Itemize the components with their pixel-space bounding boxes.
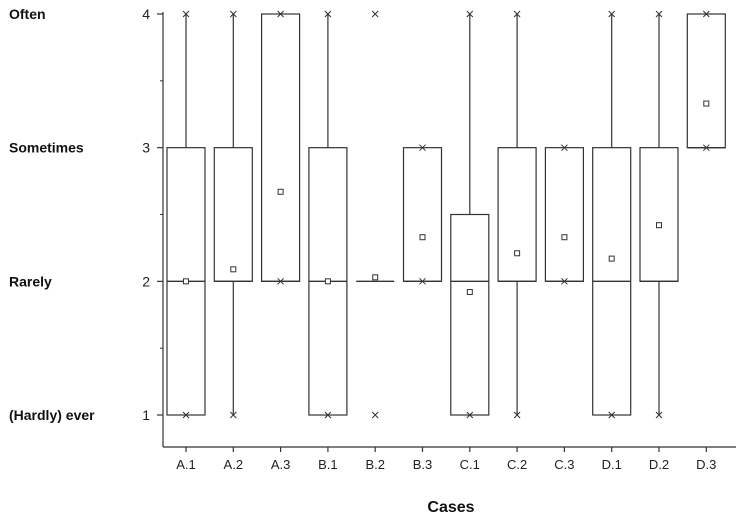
extreme-marker [371, 10, 379, 18]
extreme-marker [182, 10, 190, 18]
x-tick-label: B.1 [318, 457, 338, 472]
verbal-scale-label: Often [9, 6, 46, 22]
extreme-marker [229, 411, 237, 419]
verbal-scale-label: (Hardly) ever [9, 407, 95, 423]
mean-marker [608, 255, 615, 262]
x-tick-label: A.3 [271, 457, 291, 472]
box-D.3 [686, 10, 726, 152]
extreme-marker [513, 10, 521, 18]
extreme-marker [561, 277, 568, 285]
y-tick-label: 4 [142, 6, 150, 22]
verbal-scale-label: Rarely [9, 273, 52, 289]
iqr-box [639, 147, 679, 282]
x-tick-label: C.3 [554, 457, 574, 472]
y-tick-label: 2 [142, 273, 150, 289]
extreme-marker [702, 10, 710, 18]
box-D.1 [592, 10, 632, 419]
mean-marker [561, 234, 568, 241]
box-A.3 [261, 10, 301, 285]
boxes [166, 10, 726, 419]
iqr-box [497, 147, 537, 282]
extreme-marker [419, 277, 426, 285]
x-axis: A.1 A.2 A.3 B.1 B.2 B.3 C.1 C.2 C.3 D.1 D.2 D.3 [163, 446, 736, 472]
verbal-labels: Often Sometimes Rarely (Hardly) ever [9, 6, 95, 423]
extreme-marker [608, 411, 616, 419]
x-tick-label: C.2 [507, 457, 527, 472]
box-C.1 [450, 10, 490, 419]
box-C.2 [497, 10, 537, 419]
x-tick-label: D.1 [602, 457, 622, 472]
extreme-marker [608, 10, 616, 18]
y-tick-label: 3 [142, 140, 150, 156]
extreme-marker [466, 10, 474, 18]
iqr-box [686, 13, 726, 149]
extreme-marker [182, 411, 190, 419]
x-tick-label: B.3 [413, 457, 433, 472]
iqr-box [213, 147, 253, 282]
mean-marker [656, 222, 662, 229]
y-tick-label: 1 [142, 407, 150, 423]
extreme-marker [324, 411, 332, 419]
extreme-marker [229, 10, 237, 18]
x-tick-label: B.2 [365, 457, 385, 472]
x-tick-label: D.2 [649, 457, 669, 472]
y-axis: 1 2 3 4 [142, 6, 164, 447]
iqr-box [450, 213, 490, 416]
box-B.1 [308, 10, 348, 419]
extreme-marker [277, 277, 284, 285]
extreme-marker [702, 144, 710, 152]
box-B.3 [402, 144, 443, 285]
x-tick-label: A.2 [224, 457, 244, 472]
x-tick-label: D.3 [696, 457, 716, 472]
mean-marker [372, 274, 379, 281]
x-tick-label: C.1 [460, 457, 480, 472]
extreme-marker [561, 144, 568, 152]
extreme-marker [655, 10, 663, 18]
extreme-marker [371, 411, 379, 419]
box-C.3 [544, 144, 585, 285]
extreme-marker [513, 411, 521, 419]
verbal-scale-label: Sometimes [9, 140, 84, 156]
mean-marker [466, 289, 473, 296]
box-B.2 [356, 10, 395, 419]
extreme-marker [324, 10, 332, 18]
extreme-marker [655, 411, 663, 419]
box-D.2 [639, 10, 679, 419]
mean-marker [277, 188, 284, 195]
box-A.1 [166, 10, 206, 419]
mean-marker [183, 278, 189, 285]
mean-marker [419, 234, 426, 241]
x-axis-title: Cases [427, 499, 474, 516]
iqr-box [544, 147, 585, 282]
iqr-box [402, 147, 443, 282]
iqr-box [261, 13, 301, 282]
extreme-marker [466, 411, 474, 419]
mean-marker [514, 250, 521, 257]
extreme-marker [277, 10, 284, 18]
mean-marker [230, 266, 237, 273]
extreme-marker [419, 144, 426, 152]
mean-marker [324, 278, 331, 285]
box-A.2 [213, 10, 253, 419]
mean-marker [703, 100, 710, 107]
x-tick-label: A.1 [176, 457, 196, 472]
